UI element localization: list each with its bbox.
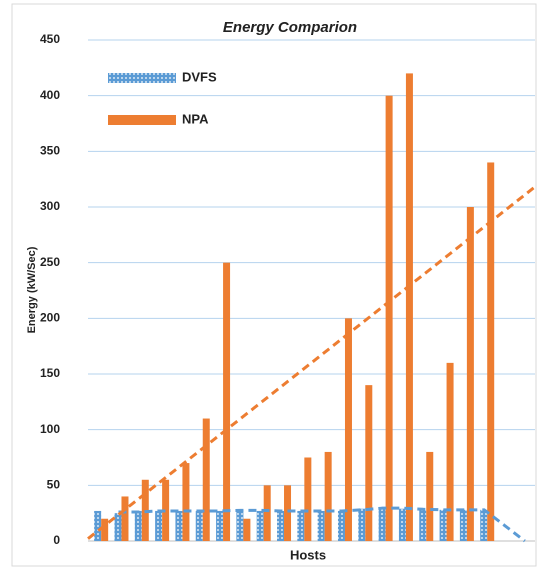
bar [398,508,406,541]
bar [175,510,183,541]
bar [202,418,210,541]
bar [223,262,231,541]
y-tick-label: 100 [40,422,60,436]
legend-swatch [108,73,176,83]
bar [304,457,312,541]
legend-label: NPA [182,111,209,126]
bar [263,485,271,541]
bar [236,509,244,541]
bar [101,518,109,541]
bar [446,362,454,541]
y-tick-label: 150 [40,366,60,380]
legend-label: DVFS [182,69,217,84]
chart-frame [11,3,537,567]
y-axis-label: Energy (kW/Sec) [26,246,38,333]
bar [121,496,129,541]
bar [405,73,413,542]
bar [114,513,122,541]
bar [419,509,427,541]
bar [134,510,142,541]
bar [337,510,345,541]
bar [162,479,170,541]
bar [344,318,352,541]
bar [277,510,285,541]
bar [243,518,251,541]
bar [439,509,447,541]
bar [480,509,488,541]
y-tick-label: 0 [53,533,60,547]
bar [94,510,102,541]
x-axis-label: Hosts [290,547,326,562]
bar [284,485,292,541]
y-tick-label: 250 [40,255,60,269]
y-tick-label: 350 [40,144,60,158]
y-tick-label: 200 [40,311,60,325]
bar [378,507,386,541]
legend-swatch [108,115,176,125]
bar [466,207,474,541]
y-tick-label: 450 [40,32,60,46]
bar [256,510,264,541]
y-tick-label: 50 [47,478,61,492]
trendline [87,185,536,540]
bar [365,385,373,541]
trendline [118,506,526,543]
bar [182,463,190,541]
bar [195,510,203,541]
bar [426,451,434,541]
bar [216,510,224,541]
y-tick-label: 300 [40,199,60,213]
bar [324,451,332,541]
bar [155,510,163,541]
bar [358,508,366,541]
bar [459,509,467,541]
bar [297,510,305,541]
bar [317,510,325,541]
chart-title: Energy Comparion [223,19,357,36]
y-tick-label: 400 [40,88,60,102]
bar [487,162,495,541]
bar [385,95,393,542]
